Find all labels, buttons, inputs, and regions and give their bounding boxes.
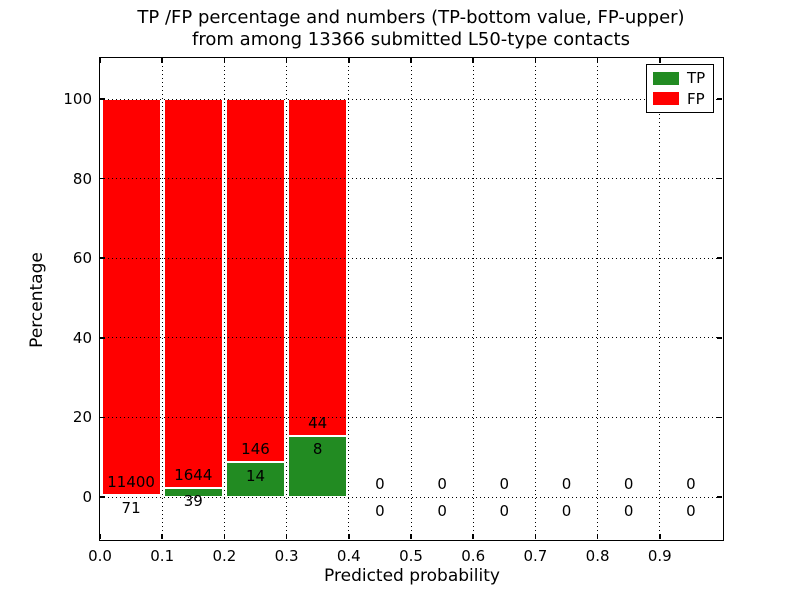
- fp-count-label: 1644: [174, 465, 213, 484]
- fp-count-label: 0: [437, 475, 447, 493]
- chart-title: TP /FP percentage and numbers (TP-bottom…: [100, 7, 722, 51]
- fp-count-label: 11400: [107, 472, 155, 491]
- plot-area-border: [98, 56, 724, 541]
- bar-segment-fp: [225, 99, 286, 463]
- y-tick-label: 0: [82, 488, 92, 506]
- x-tick-label: 0.0: [88, 547, 112, 565]
- tp-count-label: 14: [245, 466, 266, 485]
- x-tick-mark-bottom: [223, 534, 226, 539]
- y-tick-mark-right: [717, 257, 722, 259]
- fp-count-label: 0: [686, 475, 696, 493]
- tp-count-label: 0: [375, 501, 385, 520]
- y-tick-mark-left: [100, 177, 105, 180]
- x-tick-mark-bottom: [161, 534, 163, 539]
- x-tick-label: 0.4: [336, 547, 361, 565]
- gridline-vertical: [223, 58, 225, 539]
- y-tick-mark-left: [100, 416, 105, 419]
- x-tick-label: 0.5: [399, 547, 423, 565]
- gridline-vertical: [659, 58, 661, 539]
- x-tick-mark-bottom: [472, 534, 474, 539]
- x-tick-mark-top: [534, 58, 537, 63]
- y-tick-label: 40: [72, 328, 92, 347]
- x-tick-label: 0.2: [212, 547, 237, 565]
- bar-segment-tp: [101, 494, 161, 497]
- fp-count-label: 0: [623, 475, 634, 493]
- legend-label-fp: FP: [687, 89, 705, 108]
- x-tick-mark-bottom: [99, 534, 101, 539]
- y-tick-mark-right: [717, 496, 722, 498]
- tp-count-label: 0: [499, 501, 510, 520]
- legend: TP FP: [646, 64, 714, 113]
- y-tick-label: 80: [72, 169, 92, 188]
- x-tick-mark-top: [99, 58, 101, 63]
- chart-title-line1: TP /FP percentage and numbers (TP-bottom…: [137, 7, 685, 28]
- y-tick-label: 60: [72, 249, 92, 268]
- bar-segment-fp: [101, 99, 161, 495]
- x-tick-mark-top: [223, 58, 226, 63]
- x-tick-mark-top: [472, 58, 474, 63]
- tp-count-label: 8: [312, 440, 323, 459]
- tp-count-label: 71: [121, 499, 141, 518]
- bar-segment-tp: [225, 462, 286, 497]
- x-tick-label: 0.3: [274, 547, 299, 565]
- y-tick-mark-right: [717, 98, 722, 100]
- x-tick-label: 0.1: [150, 547, 175, 565]
- tp-count-label: 39: [183, 492, 203, 511]
- gridline-vertical: [472, 58, 474, 539]
- gridline-vertical: [410, 58, 412, 539]
- y-tick-mark-right: [717, 337, 722, 339]
- y-tick-mark-left: [100, 337, 105, 339]
- x-tick-label: 0.7: [523, 547, 548, 565]
- y-tick-label: 100: [63, 90, 92, 108]
- bar-segment-tp: [288, 435, 348, 497]
- x-tick-mark-top: [596, 58, 599, 63]
- legend-entry-tp: TP: [653, 70, 707, 86]
- x-tick-mark-bottom: [596, 534, 599, 539]
- y-tick-mark-right: [717, 177, 722, 180]
- legend-label-tp: TP: [687, 69, 706, 88]
- x-tick-label: 0.8: [585, 547, 610, 565]
- x-tick-mark-bottom: [348, 534, 350, 539]
- legend-entry-fp: FP: [653, 91, 707, 107]
- fp-color-swatch: [653, 92, 679, 106]
- x-tick-mark-bottom: [659, 534, 661, 539]
- fp-count-label: 0: [375, 475, 385, 493]
- gridline-vertical: [597, 58, 599, 539]
- bar-segment-fp: [288, 99, 348, 436]
- tp-count-label: 0: [437, 501, 447, 520]
- gridline-vertical: [534, 58, 536, 539]
- bar-segment-tp: [163, 487, 223, 497]
- x-axis-label: Predicted probability: [324, 566, 500, 586]
- x-tick-mark-bottom: [534, 534, 537, 539]
- x-tick-mark-bottom: [285, 534, 288, 539]
- bar-segment-fp: [163, 99, 223, 488]
- x-tick-label: 0.6: [461, 547, 486, 565]
- x-tick-label: 0.9: [647, 547, 672, 565]
- y-tick-mark-right: [717, 416, 722, 419]
- fp-count-label: 44: [308, 413, 328, 432]
- fp-count-label: 0: [561, 475, 572, 493]
- fp-count-label: 0: [499, 475, 510, 493]
- y-tick-mark-left: [100, 496, 105, 498]
- x-tick-mark-top: [659, 58, 661, 63]
- fp-count-label: 146: [241, 440, 270, 459]
- y-tick-mark-left: [100, 98, 105, 100]
- x-tick-mark-top: [410, 58, 412, 63]
- gridline-vertical: [286, 58, 288, 539]
- y-tick-label: 20: [72, 408, 92, 427]
- x-tick-mark-top: [285, 58, 288, 63]
- y-tick-mark-left: [100, 257, 105, 259]
- gridline-vertical: [161, 58, 163, 539]
- gridline-vertical: [348, 58, 350, 539]
- chart-title-line2: from among 13366 submitted L50-type cont…: [192, 29, 630, 50]
- tp-count-label: 0: [623, 501, 634, 520]
- x-tick-mark-bottom: [410, 534, 412, 539]
- x-tick-mark-top: [348, 58, 350, 63]
- tp-count-label: 0: [686, 501, 696, 520]
- tp-count-label: 0: [561, 501, 572, 520]
- x-tick-mark-top: [161, 58, 163, 63]
- tp-color-swatch: [653, 71, 679, 85]
